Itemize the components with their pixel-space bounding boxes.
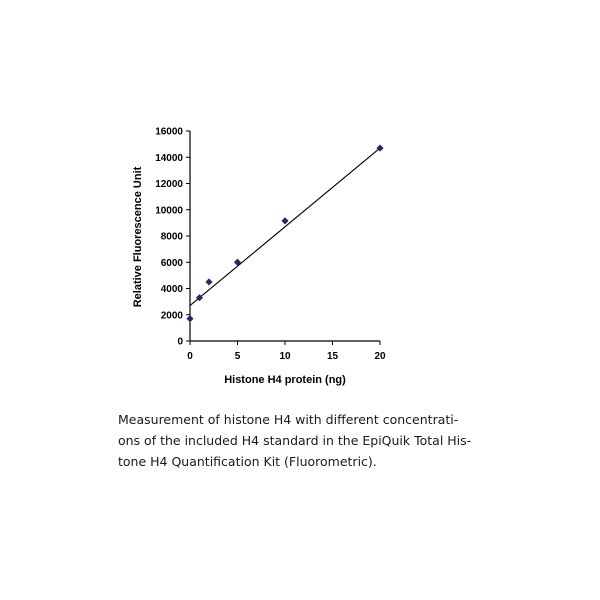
data-points <box>186 144 384 323</box>
y-tick-label: 10000 <box>155 205 183 216</box>
x-tick-label: 10 <box>279 351 291 362</box>
data-point <box>186 315 194 323</box>
x-axis-title: Histone H4 protein (ng) <box>224 374 346 386</box>
data-point <box>376 144 384 152</box>
data-point <box>281 217 289 225</box>
y-tick-label: 16000 <box>155 127 183 138</box>
caption-line: tone H4 Quantification Kit (Fluorometric… <box>118 454 377 469</box>
caption-line: ons of the included H4 standard in the E… <box>118 433 472 448</box>
y-tick-label: 6000 <box>161 258 184 269</box>
y-tick-label: 4000 <box>161 284 184 295</box>
y-tick-label: 12000 <box>155 179 183 190</box>
y-tick-label: 0 <box>177 337 183 348</box>
y-tick-label: 8000 <box>161 232 184 243</box>
figure-caption: Measurement of histone H4 with different… <box>118 409 472 472</box>
x-tick-label: 20 <box>374 351 386 362</box>
x-tick-label: 5 <box>235 351 241 362</box>
plot-area: 0 2000 4000 6000 8000 10000 12000 14000 16000 0 5 1… <box>155 127 386 363</box>
y-axis-title: Relative Fluorescence Unit <box>132 166 144 307</box>
x-tick-label: 0 <box>187 351 193 362</box>
data-point <box>195 294 204 302</box>
caption-line: Measurement of histone H4 with different… <box>118 412 459 427</box>
trendline <box>189 147 381 306</box>
x-tick-label: 15 <box>327 351 339 362</box>
y-tick-label: 14000 <box>155 153 183 164</box>
data-point <box>205 278 213 286</box>
trendline-layer <box>189 147 381 306</box>
data-point <box>233 258 242 266</box>
y-tick-label: 2000 <box>161 310 184 321</box>
